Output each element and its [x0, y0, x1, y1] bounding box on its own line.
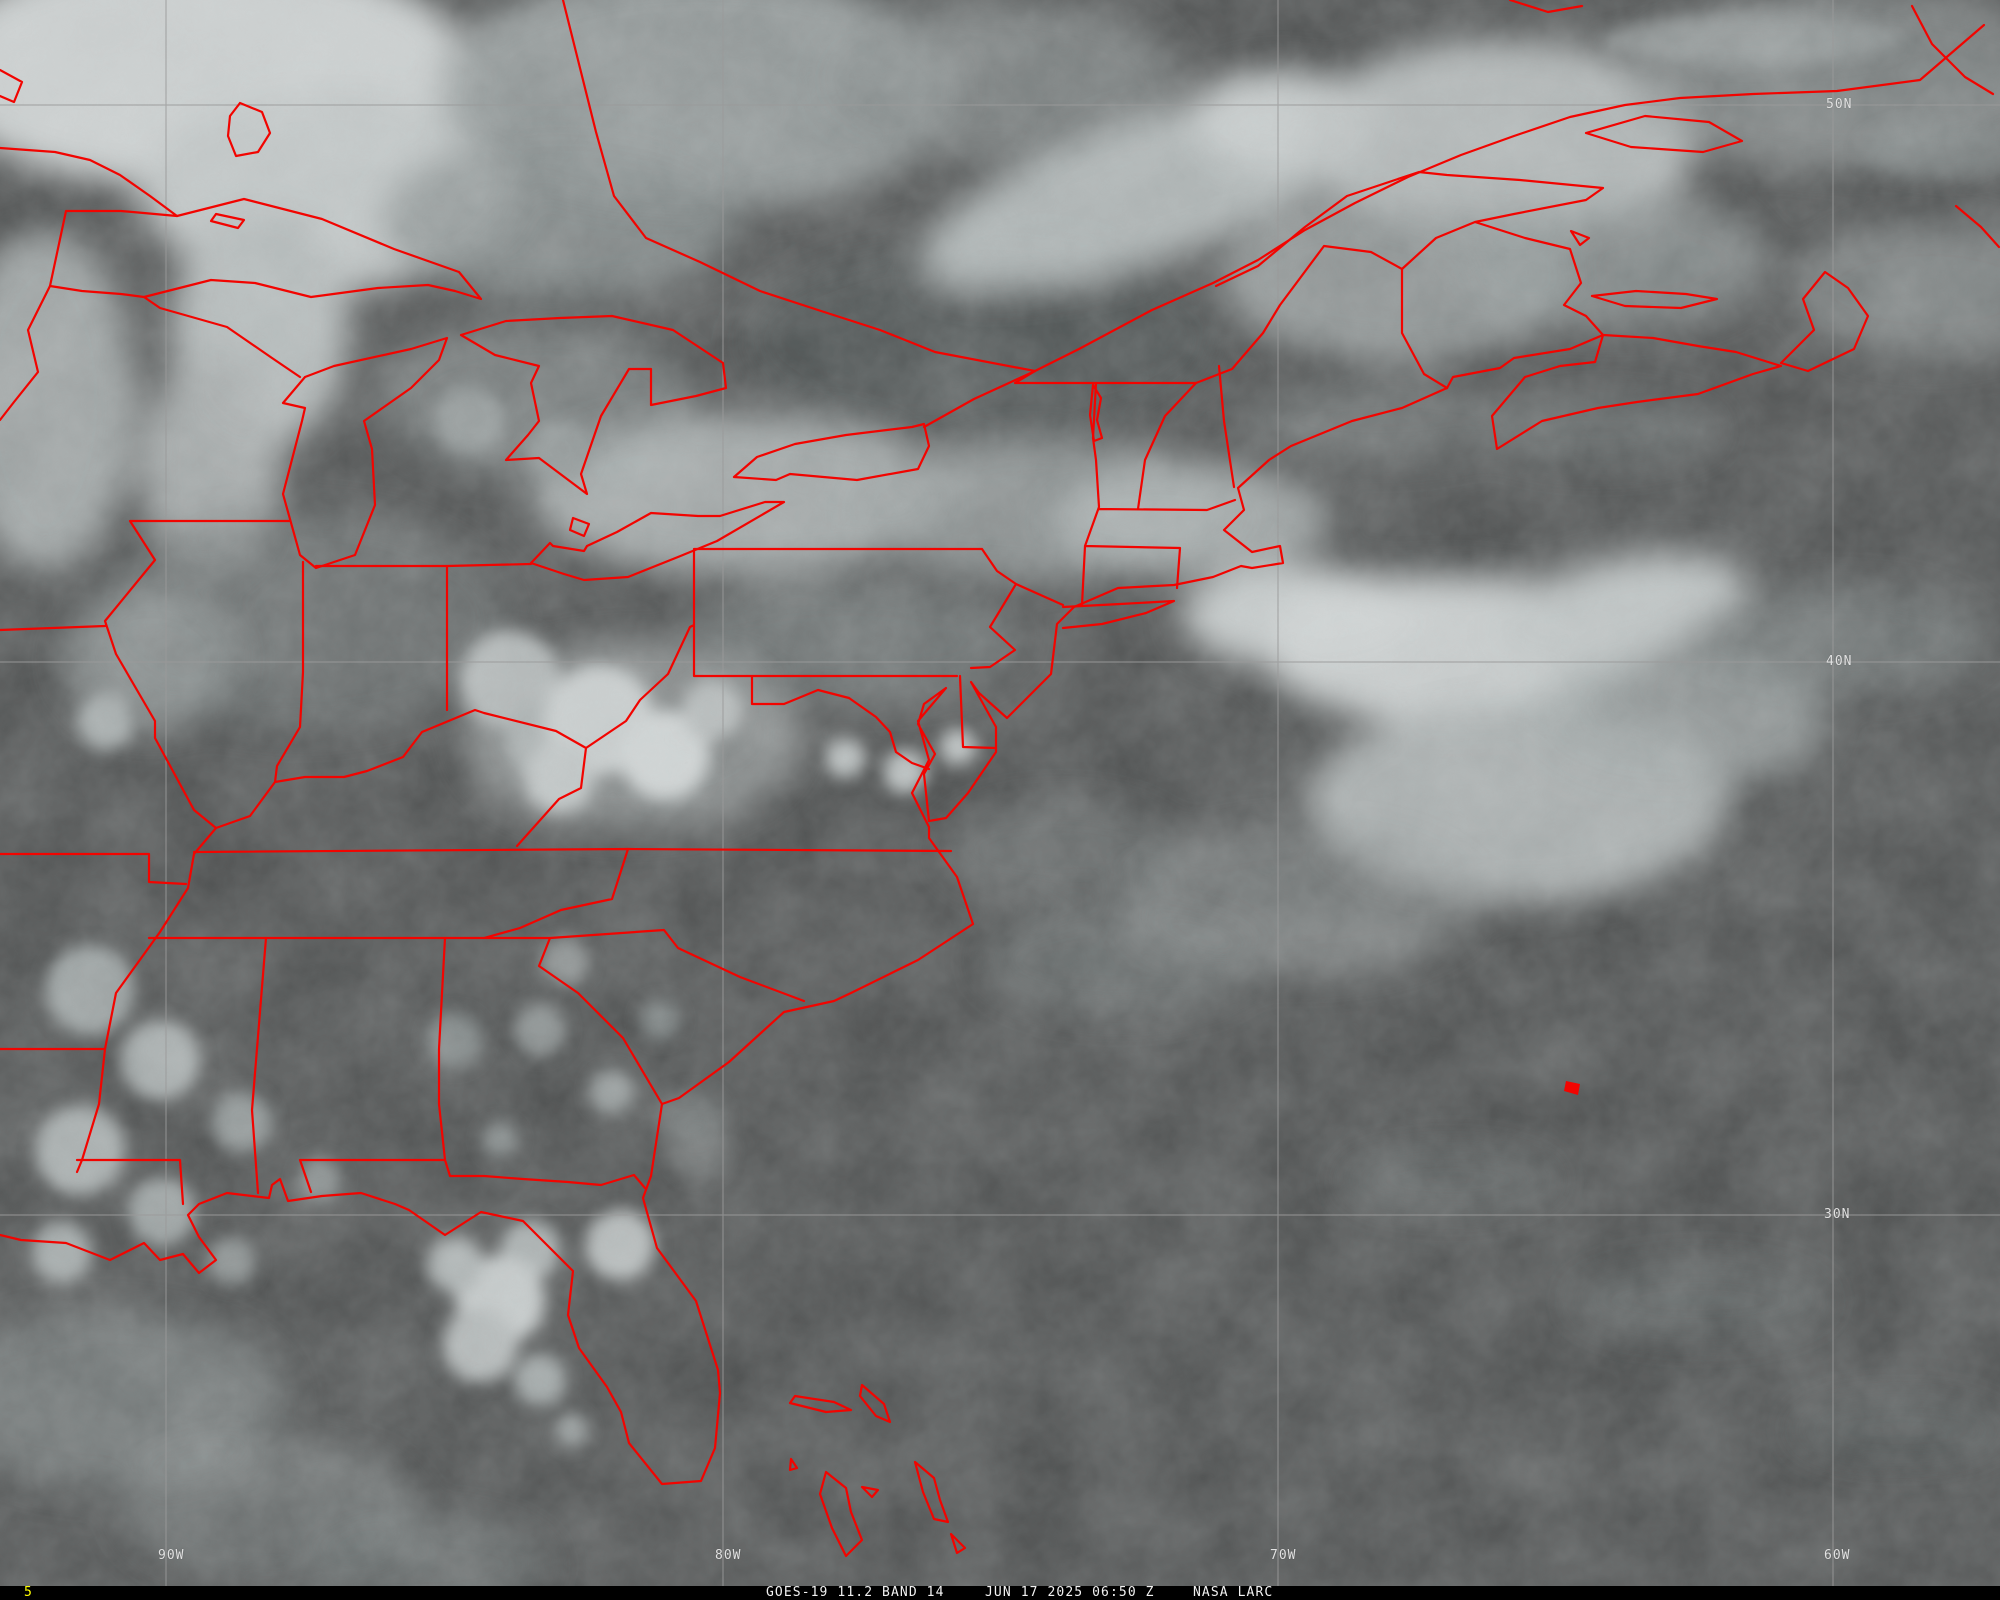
border-canada-maine: [1013, 244, 1449, 390]
lat-label-40n: 40N: [1826, 654, 1853, 669]
border-st-lawrence-north-shore: [922, 23, 1986, 429]
border-lake-erie: [529, 500, 786, 582]
caption-satellite-band: GOES-19 11.2 BAND 14: [766, 1585, 945, 1600]
border-nova-scotia-fundy: [1445, 333, 1783, 451]
lon-label-70w: 70W: [1270, 1548, 1297, 1563]
lon-label-90w: 90W: [158, 1548, 185, 1563]
border-bahamas-islands: [788, 1383, 967, 1558]
border-atlantic-gulf-coastline: [0, 386, 1449, 1486]
border-isle-royale: [209, 212, 246, 230]
border-ontario-quebec: [561, 0, 1037, 373]
caption-bar: 5 GOES-19 11.2 BAND 14 JUN 17 2025 06:50…: [0, 1586, 2000, 1600]
lon-label-60w: 60W: [1824, 1548, 1851, 1563]
border-lake-huron: [459, 314, 728, 496]
border-lake-st-clair: [568, 516, 591, 538]
border-cape-breton: [1779, 270, 1870, 373]
border-prince-edward-island: [1590, 289, 1719, 310]
border-gaspe-new-brunswick: [1214, 170, 1605, 337]
lon-label-80w: 80W: [715, 1548, 742, 1563]
lat-label-30n: 30N: [1824, 1207, 1851, 1222]
caption-credit: NASA LARC: [1193, 1585, 1274, 1600]
border-lake-nipigon: [226, 101, 272, 158]
caption-datetime: JUN 17 2025 06:50 Z: [985, 1585, 1155, 1600]
map-borders-layer: [0, 0, 2000, 1558]
border-state-lines: [0, 68, 1237, 1206]
border-bermuda-dot: [1564, 1081, 1580, 1095]
border-long-island: [1061, 599, 1176, 630]
border-lake-ontario: [732, 422, 931, 482]
border-anticosti-island: [1584, 114, 1744, 154]
frame-number: 5: [24, 1585, 33, 1600]
border-newfoundland-fragments: [1508, 0, 2000, 249]
lat-label-50n: 50N: [1826, 97, 1853, 112]
border-lake-michigan: [281, 336, 449, 570]
border-lake-champlain: [1088, 383, 1104, 443]
